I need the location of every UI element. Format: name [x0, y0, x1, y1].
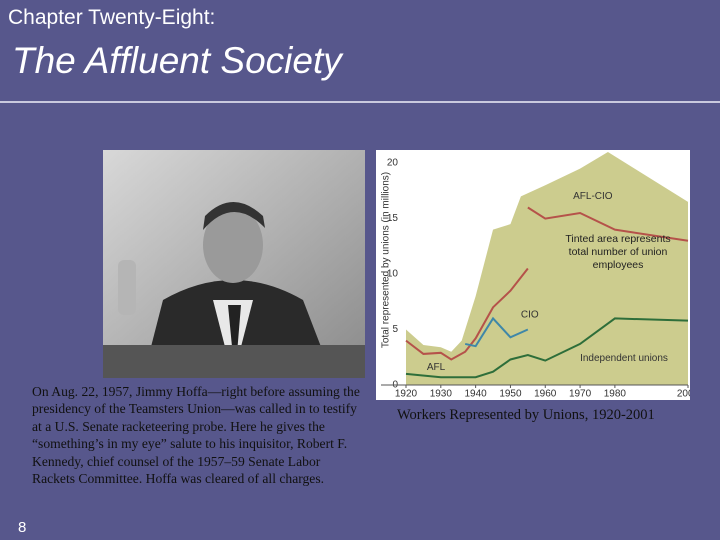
series-line	[405, 267, 529, 361]
series-label: AFL	[427, 362, 446, 373]
title-rule	[0, 101, 720, 103]
series-line	[527, 206, 689, 242]
slide-number: 8	[18, 519, 27, 536]
y-tick-label: 15	[387, 213, 399, 224]
photo-caption: On Aug. 22, 1957, Jimmy Hoffa—right befo…	[32, 384, 360, 487]
total-area	[406, 152, 688, 385]
series-label: Independent unions	[580, 353, 668, 364]
chart: Total represented by unions (in millions…	[376, 150, 690, 400]
x-tick-label: 1950	[499, 389, 522, 400]
chapter-label: Chapter Twenty-Eight:	[8, 6, 216, 29]
x-tick-label: 1920	[395, 389, 418, 400]
chart-caption: Workers Represented by Unions, 1920-2001	[397, 407, 655, 423]
x-tick-label: 1940	[465, 389, 488, 400]
series-line	[464, 316, 529, 348]
y-tick-label: 20	[387, 158, 399, 169]
chart-annotation: Tinted area represents total number of u…	[565, 233, 671, 271]
x-tick-label: 1970	[569, 389, 592, 400]
series-line	[405, 317, 689, 379]
y-tick-label: 5	[392, 324, 398, 335]
x-tick-label: 1980	[604, 389, 627, 400]
series-label: CIO	[521, 310, 539, 321]
x-tick-label: 1960	[534, 389, 557, 400]
slide-title: The Affluent Society	[12, 40, 342, 81]
photo	[103, 150, 365, 378]
series-label: AFL-CIO	[573, 191, 613, 202]
x-tick-label: 2001	[677, 389, 690, 400]
y-tick-label: 10	[387, 269, 399, 280]
y-axis-label: Total represented by unions (in millions…	[381, 172, 392, 348]
x-tick-label: 1930	[430, 389, 453, 400]
